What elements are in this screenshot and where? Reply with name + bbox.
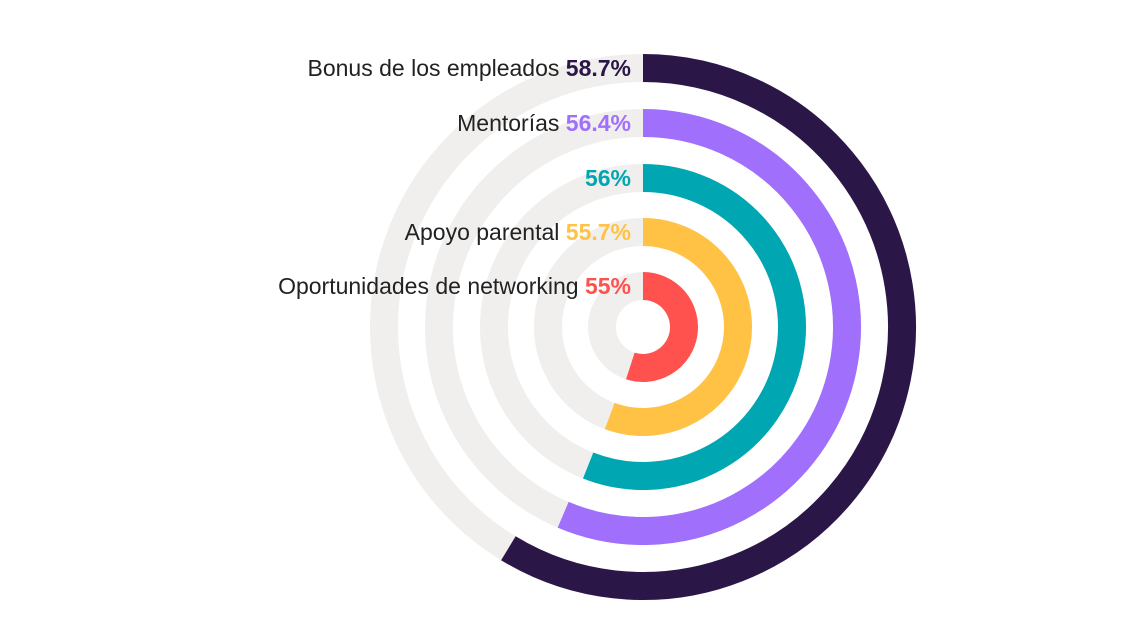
series-name: Apoyo parental: [405, 219, 566, 245]
ring-label-5: Oportunidades de networking 55%: [278, 273, 631, 299]
ring-label-2: Mentorías 56.4%: [457, 110, 631, 136]
ring-bar-2: [557, 109, 861, 545]
series-name: Mentorías: [457, 110, 566, 136]
series-name: Bonus de los empleados: [308, 55, 566, 81]
ring-bar-3: [583, 164, 806, 490]
ring-bar-1: [501, 54, 916, 600]
series-name: Oportunidades de networking: [278, 273, 585, 299]
series-value: 58.7%: [566, 55, 631, 81]
label-group: Bonus de los empleados 58.7% Mentorías 56…: [278, 55, 631, 299]
series-value: 56.4%: [566, 110, 631, 136]
ring-label-3: 56%: [585, 165, 631, 191]
series-value: 55.7%: [566, 219, 631, 245]
ring-bar-4: [604, 218, 752, 436]
ring-label-4: Apoyo parental 55.7%: [405, 219, 631, 245]
ring-label-1: Bonus de los empleados 58.7%: [308, 55, 632, 81]
series-value: 56%: [585, 165, 631, 191]
ring-bar-5: [626, 272, 698, 382]
bar-group: [501, 54, 916, 600]
series-value: 55%: [585, 273, 631, 299]
